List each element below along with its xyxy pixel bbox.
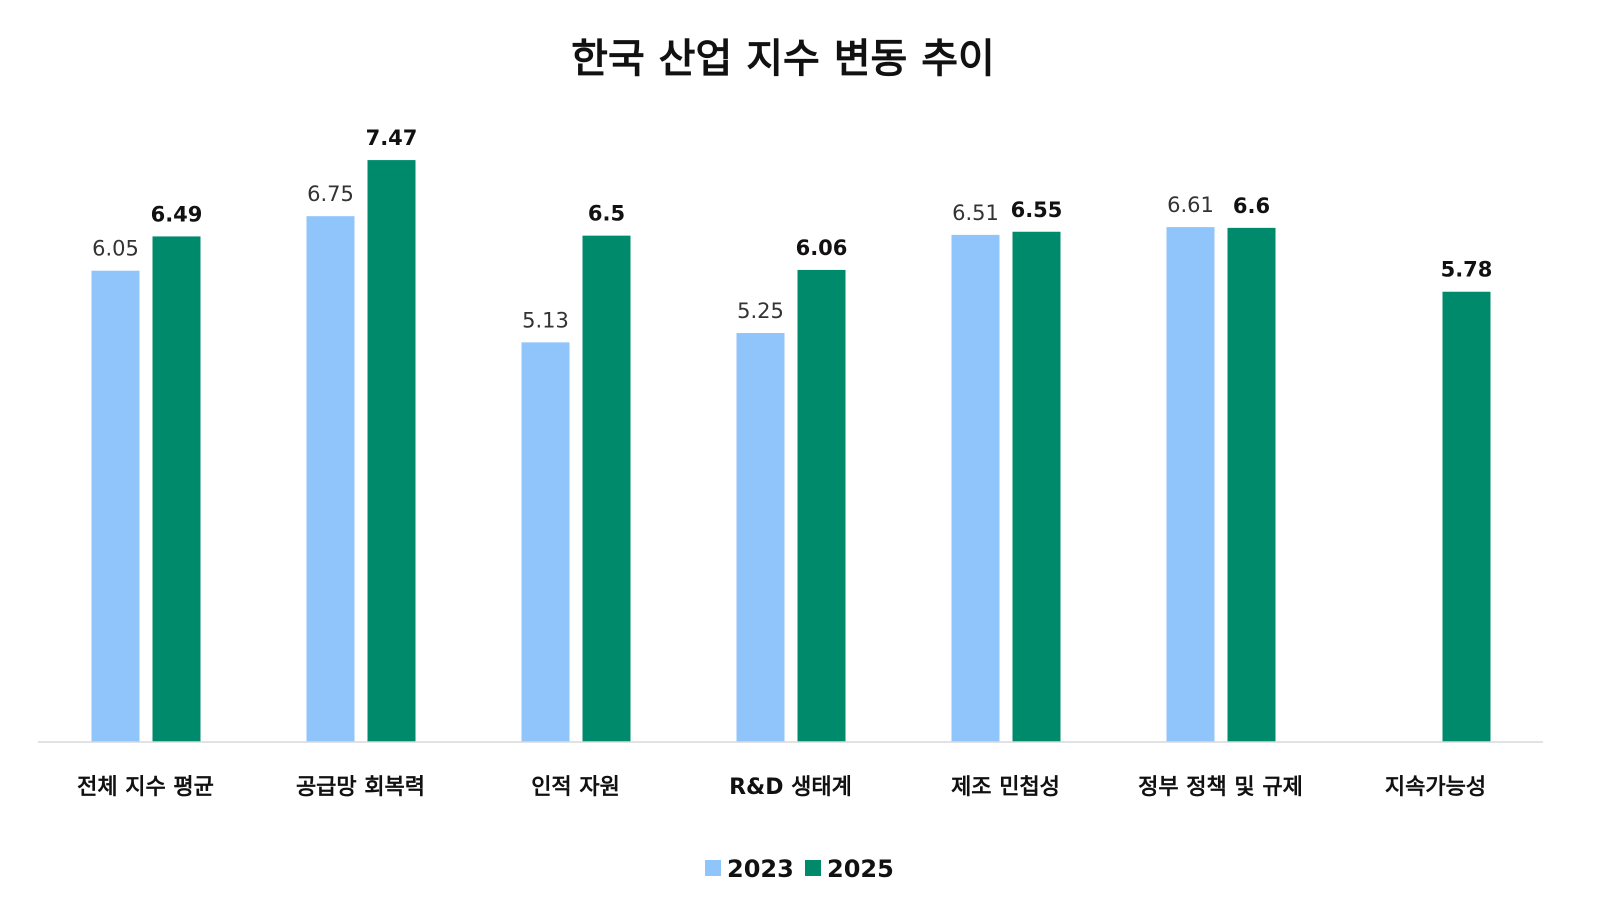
- bar-2023-1: [306, 216, 355, 743]
- x-tick-label: 전체 지수 평균: [77, 775, 214, 800]
- bar-2023-4: [951, 234, 1000, 742]
- legend-swatch-2023: [705, 860, 721, 876]
- data-label: 5.78: [1441, 258, 1493, 282]
- data-label: 6.75: [307, 182, 354, 206]
- data-label: 6.06: [796, 236, 848, 260]
- bar-2025-2: [582, 235, 631, 742]
- legend-label: 2023: [727, 855, 794, 883]
- bar-2023-5: [1166, 227, 1215, 742]
- bar-2025-5: [1227, 227, 1276, 743]
- x-tick-label: 지속가능성: [1385, 775, 1486, 800]
- x-tick-label: R&D 생태계: [729, 775, 852, 800]
- legend-swatch-2025: [805, 860, 821, 876]
- x-tick-label: 정부 정책 및 규제: [1138, 775, 1303, 800]
- bar-2025-3: [797, 269, 846, 742]
- bar-2025-1: [367, 160, 416, 742]
- bar-2025-4: [1012, 231, 1061, 742]
- legend: 2023 2025: [705, 855, 894, 883]
- data-label: 6.49: [151, 202, 203, 226]
- data-label: 6.05: [92, 237, 139, 261]
- data-label: 5.25: [737, 299, 784, 323]
- data-label: 5.13: [522, 308, 569, 332]
- data-label: 6.61: [1167, 193, 1214, 217]
- data-label: 6.55: [1011, 198, 1063, 222]
- chart-title: 한국 산업 지수 변동 추이: [571, 36, 995, 82]
- data-label: 7.47: [366, 126, 418, 150]
- bar-2025-6: [1442, 291, 1491, 742]
- bar-2023-2: [521, 342, 570, 742]
- x-tick-label: 인적 자원: [531, 775, 620, 800]
- bar-2023-0: [91, 270, 140, 742]
- x-tick-label: 제조 민첩성: [951, 775, 1060, 800]
- data-label: 6.5: [588, 202, 625, 226]
- x-tick-label: 공급망 회복력: [296, 775, 425, 800]
- legend-label: 2025: [827, 855, 894, 883]
- data-label: 6.6: [1233, 194, 1270, 218]
- bar-2023-3: [736, 333, 785, 742]
- bar-2025-0: [152, 236, 201, 742]
- data-label: 6.51: [952, 201, 999, 225]
